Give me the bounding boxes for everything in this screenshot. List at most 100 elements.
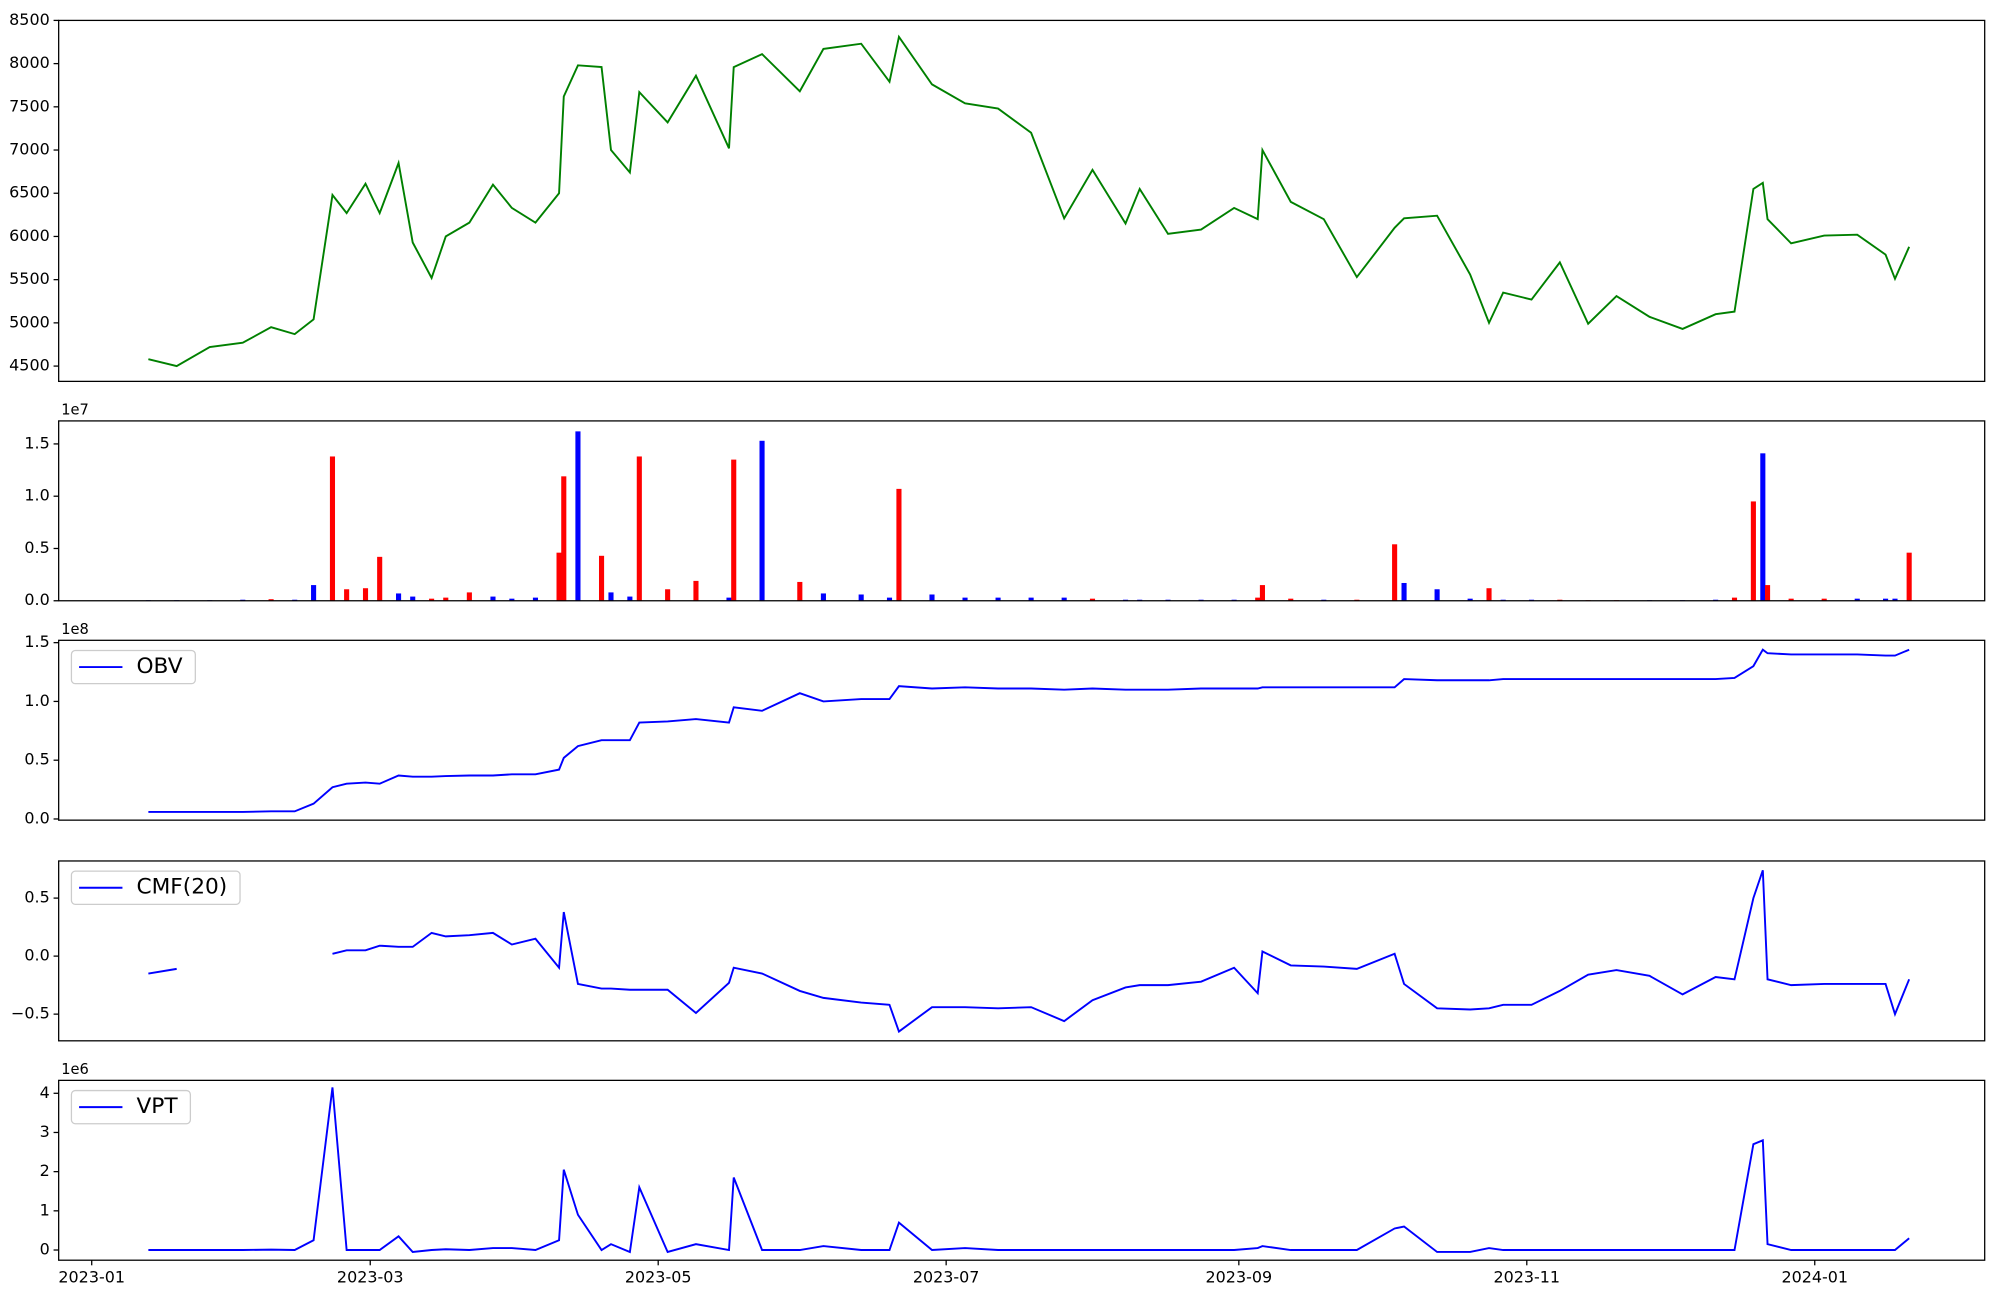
bar xyxy=(561,476,567,601)
bar xyxy=(995,597,1001,601)
bar xyxy=(820,593,826,601)
bar xyxy=(410,596,416,601)
y-tick-label: 0.5 xyxy=(24,888,49,907)
y-tick-label: 0 xyxy=(40,1240,50,1259)
y-tick-label: −0.5 xyxy=(11,1004,50,1023)
axes-frame xyxy=(58,639,1986,821)
legend-label: CMF(20) xyxy=(136,875,227,900)
bar xyxy=(1288,598,1294,601)
bar xyxy=(797,581,803,601)
axes-frame xyxy=(58,1079,1986,1261)
panel: 0.0 0.5 1.0 1.5 1e7 xyxy=(24,402,1986,609)
y-tick-label: 0.0 xyxy=(24,808,49,827)
panel: 0.0 0.5 1.0 1.5 1e8 OBV xyxy=(24,621,1986,827)
bar xyxy=(759,440,765,601)
legend-label: OBV xyxy=(136,654,182,679)
x-tick-label: 2023-05 xyxy=(625,1268,692,1287)
bar xyxy=(466,592,472,601)
bar xyxy=(886,597,893,601)
bar xyxy=(608,592,614,601)
y-offset-label: 1e8 xyxy=(61,621,89,638)
bar xyxy=(598,555,605,601)
legend: OBV xyxy=(70,649,196,685)
bar xyxy=(1854,598,1860,601)
bar xyxy=(1788,598,1794,601)
bar xyxy=(1892,598,1898,601)
bar xyxy=(962,597,968,601)
bar xyxy=(1259,585,1265,601)
y-tick-label: 2 xyxy=(40,1161,50,1180)
line xyxy=(148,648,1910,813)
legend: CMF(20) xyxy=(70,870,241,905)
bar xyxy=(268,599,274,601)
x-tick-label: 2023-07 xyxy=(913,1268,980,1287)
y-tick-label: 5000 xyxy=(9,312,50,331)
bar xyxy=(1821,598,1827,601)
bar xyxy=(377,556,383,601)
legend-box xyxy=(70,1089,192,1125)
y-tick-label: 0.0 xyxy=(24,946,49,965)
bar xyxy=(344,589,350,601)
bar xyxy=(362,588,369,601)
bar xyxy=(627,596,633,601)
x-tick-label: 2023-01 xyxy=(58,1268,125,1287)
bar xyxy=(575,431,581,601)
bar xyxy=(1486,588,1492,601)
bar xyxy=(556,552,562,601)
y-offset-label: 1e6 xyxy=(61,1061,89,1078)
legend-label: VPT xyxy=(136,1094,178,1119)
bar xyxy=(929,594,935,601)
bar xyxy=(1089,598,1096,601)
y-tick-label: 0.5 xyxy=(24,750,49,769)
y-tick-label: 1.5 xyxy=(24,433,49,452)
y-tick-label: 7000 xyxy=(9,140,50,159)
y-tick-label: 1.0 xyxy=(24,486,49,505)
x-tick-label: 2023-09 xyxy=(1206,1268,1273,1287)
bar xyxy=(532,597,539,601)
panel: 0 1 2 3 4 1e6 2023-01 2023-03 2023-05 2023-07 2023… xyxy=(40,1061,1986,1287)
x-tick-label: 2023-03 xyxy=(337,1268,404,1287)
panel: 4500 5000 5500 6000 6500 7000 7500 8000 8500 xyxy=(9,10,1986,383)
y-tick-label: 1 xyxy=(40,1200,50,1219)
y-tick-label: 0.0 xyxy=(24,590,49,609)
bar xyxy=(1467,598,1473,601)
bar xyxy=(1061,597,1067,601)
bar xyxy=(1906,552,1912,601)
bar xyxy=(1028,597,1034,601)
bar xyxy=(1731,597,1738,601)
bar xyxy=(858,594,864,601)
bar xyxy=(396,593,402,601)
axes-frame xyxy=(58,860,1986,1042)
bar xyxy=(1883,598,1889,601)
y-tick-label: 1.0 xyxy=(24,691,49,710)
line xyxy=(148,34,1911,368)
bar xyxy=(1750,501,1756,601)
y-tick-label: 4 xyxy=(40,1083,50,1102)
bar xyxy=(731,459,737,601)
y-tick-label: 6000 xyxy=(9,226,50,245)
x-tick-label: 2024-01 xyxy=(1781,1268,1848,1287)
y-offset-label: 1e7 xyxy=(61,402,89,419)
bar xyxy=(509,598,515,601)
bar xyxy=(1764,585,1771,601)
bar xyxy=(1401,582,1407,601)
bar xyxy=(896,488,902,601)
line xyxy=(148,869,1911,1034)
bar xyxy=(429,598,435,601)
legend-box xyxy=(70,649,196,685)
y-tick-label: 1.5 xyxy=(24,632,49,651)
y-tick-label: 0.5 xyxy=(24,538,49,557)
y-tick-label: 8500 xyxy=(9,10,50,29)
bar xyxy=(636,456,642,601)
x-tick-label: 2023-11 xyxy=(1493,1268,1560,1287)
bar xyxy=(1255,597,1261,601)
bar xyxy=(329,456,336,601)
y-tick-label: 5500 xyxy=(9,269,50,288)
bar xyxy=(1760,453,1766,601)
line xyxy=(148,1087,1910,1254)
y-tick-label: 3 xyxy=(40,1122,50,1141)
bar xyxy=(726,597,732,601)
bar xyxy=(1434,589,1440,601)
y-tick-label: 8000 xyxy=(9,53,50,72)
